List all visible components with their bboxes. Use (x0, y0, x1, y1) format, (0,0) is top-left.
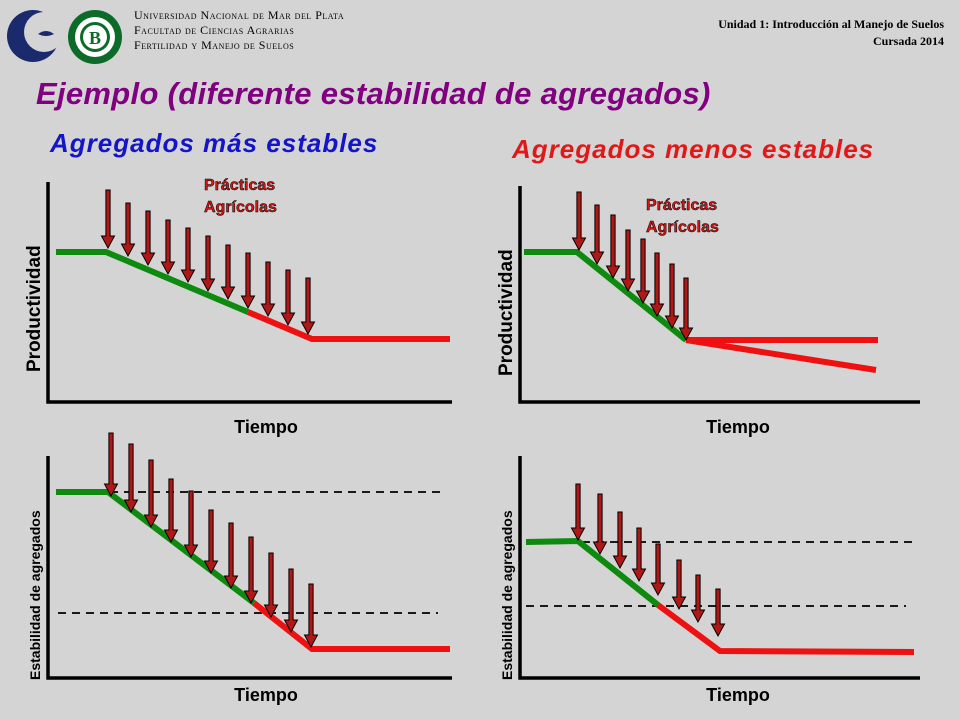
practice-arrow (283, 568, 299, 634)
ylabel-stability-left: Estabilidad de agregados (27, 510, 43, 680)
panel-stability-unstable: Estabilidad de agregados Tiempo (499, 456, 920, 705)
ylabel-stability-right: Estabilidad de agregados (499, 510, 515, 680)
practice-arrow (649, 252, 665, 318)
practice-arrow (589, 204, 605, 266)
practice-arrow (180, 227, 196, 284)
panel-productivity-unstable: Productividad Tiempo Prácticas Agrícolas (496, 186, 920, 437)
unit-title: Unidad 1: Introducción al Manejo de Suel… (718, 17, 944, 31)
stable-aggregates-heading: Agregados más estables (50, 128, 379, 158)
slide-title: Ejemplo (diferente estabilidad de agrega… (36, 76, 711, 111)
practice-arrow (120, 202, 136, 258)
xlabel-tiempo-bottom-right: Tiempo (706, 685, 770, 705)
practice-label-line1-left: Prácticas (204, 177, 275, 194)
practice-arrow (100, 189, 116, 250)
unstable-aggregates-heading: Agregados menos estables (512, 134, 875, 164)
axes-stability-unstable (518, 456, 920, 680)
productivity-decline-green-unstable (524, 249, 688, 343)
course-year: Cursada 2014 (872, 34, 944, 48)
axes-stability-stable (46, 456, 452, 680)
practice-arrow (300, 277, 316, 336)
institution-line-2: Facultad de Ciencias Agrarias (134, 23, 295, 37)
practice-arrow (690, 574, 706, 624)
practice-arrow (592, 493, 608, 556)
productivity-further-decline-red (685, 337, 877, 373)
practice-label-line2-left: Agrícolas (204, 199, 277, 216)
axes-productivity-unstable (518, 186, 920, 404)
practice-arrow (571, 191, 587, 252)
institution-header: Universidad Nacional de Mar del Plata Fa… (134, 8, 344, 53)
practice-arrow (220, 244, 236, 301)
institution-line-3: Fertilidad y Manejo de Suelos (134, 38, 295, 52)
practice-arrow (243, 536, 259, 605)
svg-text:B: B (89, 28, 101, 48)
panel-stability-stable: Estabilidad de agregados Tiempo (27, 432, 452, 705)
xlabel-tiempo-top-left: Tiempo (234, 417, 298, 437)
practice-arrow (570, 483, 586, 542)
practice-arrow (103, 432, 119, 498)
practice-arrow (280, 269, 296, 327)
practice-arrows-bottom-left (103, 432, 319, 649)
practice-arrow (635, 238, 651, 305)
practice-arrow (240, 252, 256, 310)
practice-arrow (664, 263, 680, 330)
practice-arrow (140, 210, 156, 267)
faculty-seal-logo: B (68, 10, 122, 64)
productivity-decline-green (56, 249, 250, 315)
practice-arrow (203, 509, 219, 575)
practice-arrows-top-left (100, 189, 316, 336)
practice-arrow (671, 559, 687, 611)
practice-arrow (160, 219, 176, 276)
stability-decline-red-unstable (656, 602, 915, 655)
practice-arrow (678, 277, 694, 342)
practice-arrows-top-right (571, 191, 694, 342)
practice-arrow (163, 478, 179, 544)
unit-header: Unidad 1: Introducción al Manejo de Suel… (718, 16, 944, 50)
practice-arrow (260, 261, 276, 318)
practice-arrow (650, 543, 666, 597)
institution-line-1: Universidad Nacional de Mar del Plata (134, 8, 345, 22)
xlabel-tiempo-top-right: Tiempo (706, 417, 770, 437)
practice-label-line2-right: Agrícolas (646, 219, 719, 236)
practice-arrow (631, 527, 647, 583)
practice-arrow (200, 235, 216, 293)
practice-arrow (605, 214, 621, 280)
practice-arrow (143, 459, 159, 529)
panel-productivity-stable: Productividad Tiempo Prácticas Agrícolas (24, 177, 452, 437)
productivity-decline-red (246, 309, 450, 342)
practice-arrow (620, 229, 636, 293)
practice-arrow (183, 490, 199, 559)
university-logo (7, 10, 62, 62)
practice-arrow (303, 583, 319, 649)
practice-arrow (710, 588, 726, 638)
stability-decline-green (56, 489, 256, 606)
practice-arrow (123, 443, 139, 514)
stability-decline-red (252, 600, 450, 652)
axes-productivity-stable (46, 182, 452, 404)
ylabel-productivity-left: Productividad (24, 245, 45, 372)
xlabel-tiempo-bottom-left: Tiempo (234, 685, 298, 705)
practice-arrows-bottom-right (570, 483, 726, 638)
practice-arrow (263, 552, 279, 619)
practice-label-line1-right: Prácticas (646, 197, 717, 214)
practice-arrow (612, 511, 628, 570)
ylabel-productivity-right: Productividad (496, 249, 517, 376)
practice-arrow (223, 522, 239, 590)
